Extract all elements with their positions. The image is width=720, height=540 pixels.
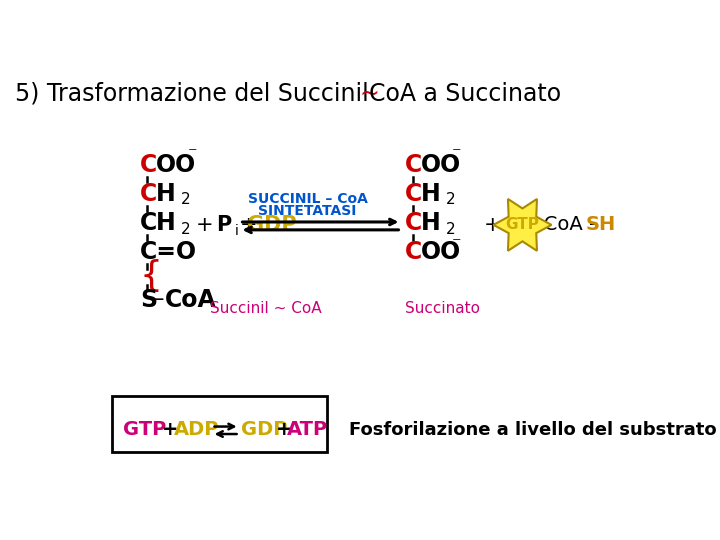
Text: H: H <box>421 181 441 206</box>
Text: H: H <box>156 211 176 235</box>
Text: 2: 2 <box>446 221 455 237</box>
Text: ⁻: ⁻ <box>451 235 461 253</box>
Text: 2: 2 <box>181 192 190 207</box>
Text: +: + <box>240 215 258 235</box>
Text: + CoA -: + CoA - <box>521 215 596 234</box>
Text: H: H <box>156 181 176 206</box>
Text: ⁻: ⁻ <box>451 145 461 163</box>
Text: +: + <box>484 215 502 235</box>
Text: C: C <box>140 153 158 177</box>
Text: GTP: GTP <box>505 218 539 232</box>
Text: CoA a Succinato: CoA a Succinato <box>369 82 561 106</box>
Text: Fosforilazione a livello del substrato: Fosforilazione a livello del substrato <box>349 421 717 439</box>
Text: C: C <box>405 181 423 206</box>
Text: 5) Trasformazione del Succinil: 5) Trasformazione del Succinil <box>15 82 369 106</box>
Text: C=O: C=O <box>140 240 197 264</box>
Text: +: + <box>161 420 178 440</box>
Text: ATP: ATP <box>287 420 328 440</box>
Text: Succinil ~ CoA: Succinil ~ CoA <box>210 301 322 315</box>
Text: ADP: ADP <box>174 420 219 440</box>
Text: –: – <box>154 289 165 309</box>
Text: +: + <box>196 215 213 235</box>
FancyBboxPatch shape <box>112 396 327 453</box>
Text: C: C <box>405 211 423 235</box>
Text: GDP: GDP <box>246 215 296 235</box>
Text: OO: OO <box>421 153 461 177</box>
Text: C: C <box>405 153 423 177</box>
Text: 5) Trasformazione del Succinil~CoA a Succinato: 5) Trasformazione del Succinil~CoA a Suc… <box>86 82 652 106</box>
Text: H: H <box>421 211 441 235</box>
Text: GTP: GTP <box>124 420 167 440</box>
Text: i: i <box>235 224 239 238</box>
Text: SINTETATASI: SINTETATASI <box>258 204 357 218</box>
Polygon shape <box>493 199 552 251</box>
Text: C: C <box>405 240 423 264</box>
Text: ~: ~ <box>359 82 379 106</box>
Text: 2: 2 <box>446 192 455 207</box>
Text: ⁻: ⁻ <box>188 145 197 163</box>
Text: Succinato: Succinato <box>405 301 480 315</box>
Text: S: S <box>140 288 158 312</box>
Text: GDP: GDP <box>240 420 287 440</box>
Text: OO: OO <box>421 240 461 264</box>
Text: P: P <box>216 215 232 235</box>
Text: +: + <box>276 420 292 440</box>
Text: CoA: CoA <box>166 288 217 312</box>
Text: OO: OO <box>156 153 196 177</box>
Text: C: C <box>140 211 158 235</box>
Text: {: { <box>139 259 162 293</box>
Text: C: C <box>140 181 158 206</box>
Text: 2: 2 <box>181 221 190 237</box>
Text: SUCCINIL – CoA: SUCCINIL – CoA <box>248 192 367 206</box>
Text: SH: SH <box>586 215 616 234</box>
